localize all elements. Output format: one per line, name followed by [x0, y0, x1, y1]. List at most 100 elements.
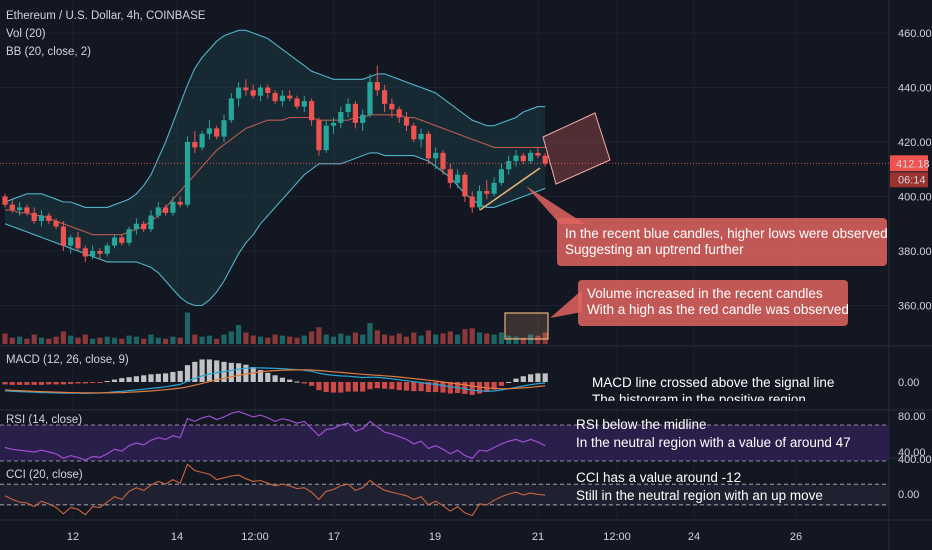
macd-hist-33: [243, 364, 249, 382]
candle-body-66: [484, 191, 490, 194]
macd-hist-40: [294, 381, 300, 383]
candle-body-35: [257, 87, 264, 96]
volume-bar-67: [491, 334, 497, 344]
candle-body-33: [243, 87, 249, 91]
candle-body-41: [301, 101, 307, 107]
macd-hist-26: [192, 361, 198, 382]
volume-bar-35: [257, 336, 264, 344]
macd-hist-65: [476, 382, 483, 394]
candle-body-0: [2, 196, 8, 205]
time-tick-2: 12:00: [241, 531, 269, 543]
volume-bar-46: [338, 333, 344, 344]
candle-body-56: [411, 125, 417, 140]
candle-body-25: [184, 142, 191, 205]
macd-hist-52: [382, 382, 388, 389]
candle-body-1: [9, 204, 15, 211]
volume-bar-65: [476, 332, 483, 344]
volume-bar-68: [498, 332, 504, 344]
volume-bar-54: [396, 333, 402, 344]
volume-bar-27: [199, 336, 205, 344]
macd-hist-0: [2, 382, 8, 385]
time-tick-1: 14: [171, 531, 183, 543]
volume-bar-48: [352, 332, 358, 344]
macd-hist-43: [316, 382, 322, 391]
volume-bar-29: [214, 338, 220, 344]
volume-bar-39: [287, 336, 293, 344]
volume-bar-11: [82, 334, 88, 344]
rsi-legend[interactable]: RSI (14, close): [6, 414, 83, 426]
cci-line: [4, 463, 546, 517]
macd-hist-67: [491, 382, 497, 390]
macd-hist-16: [119, 378, 125, 382]
time-tick-6: 12:00: [603, 531, 631, 543]
macd-hist-27: [199, 359, 205, 382]
candle-body-30: [221, 120, 227, 137]
volume-bar-74: [542, 332, 548, 344]
macd-hist-28: [206, 359, 212, 382]
macd-note-line-1: MACD line crossed above the signal line: [592, 375, 835, 390]
volume-bar-26: [192, 334, 198, 344]
macd-hist-18: [133, 376, 139, 382]
macd-hist-10: [75, 382, 81, 384]
volume-bar-20: [148, 334, 154, 344]
macd-signal-line: [4, 369, 546, 394]
macd-hist-61: [447, 382, 453, 394]
volume-bar-31: [228, 331, 234, 344]
volume-bar-60: [440, 333, 446, 344]
volume-bar-70: [513, 336, 519, 344]
macd-hist-49: [360, 382, 366, 392]
candle-body-48: [352, 103, 358, 123]
rsi-line: [4, 410, 546, 461]
cci-legend[interactable]: CCI (20, close): [6, 469, 83, 481]
volume-bar-34: [250, 335, 256, 344]
macd-hist-50: [367, 382, 373, 390]
candle-body-55: [403, 117, 410, 126]
volume-bar-10: [75, 337, 81, 344]
macd-hist-13: [97, 382, 103, 383]
volume-bar-50: [367, 323, 373, 344]
macd-hist-63: [462, 382, 468, 394]
macd-hist-25: [184, 365, 191, 382]
volume-bar-37: [272, 334, 278, 344]
macd-legend[interactable]: MACD (12, 26, close, 9): [6, 354, 129, 366]
macd-hist-9: [68, 382, 74, 384]
candle-body-64: [469, 196, 475, 208]
volume-legend[interactable]: Vol (20): [6, 28, 46, 40]
volume-bar-7: [53, 336, 59, 344]
symbol-title[interactable]: Ethereum / U.S. Dollar, 4h, COINBASE: [6, 10, 206, 22]
macd-hist-22: [163, 373, 169, 382]
candle-body-47: [345, 103, 351, 113]
volume-bar-5: [38, 337, 45, 344]
macd-hist-41: [301, 382, 307, 384]
candle-body-7: [53, 221, 59, 227]
bollinger-fill: [5, 30, 546, 306]
candle-body-5: [38, 215, 45, 222]
macd-hist-21: [155, 373, 161, 382]
candle-body-57: [418, 133, 424, 140]
volume-bar-1: [9, 337, 15, 344]
macd-hist-24: [177, 370, 183, 382]
candle-body-62: [455, 174, 461, 183]
macd-hist-64: [469, 382, 475, 395]
candle-body-31: [228, 98, 234, 121]
candle-body-61: [447, 169, 453, 183]
candle-body-59: [433, 152, 439, 159]
time-tick-5: 21: [532, 531, 544, 543]
bollinger-legend[interactable]: BB (20, close, 2): [6, 46, 92, 58]
volume-bar-66: [484, 333, 490, 344]
cci-tick-0: 400.00: [898, 454, 932, 466]
volume-bar-63: [462, 329, 468, 344]
candle-body-2: [17, 207, 23, 211]
candle-body-43: [316, 120, 322, 151]
macd-hist-58: [425, 382, 431, 393]
candles-note-line-1: In the recent blue candles, higher lows …: [565, 226, 888, 241]
higher-lows-trendline: [479, 167, 541, 211]
price-tick-3: 400.00: [898, 192, 932, 204]
volume-callout-pointer: [550, 290, 582, 318]
volume-bar-58: [425, 330, 431, 344]
last-price-label-bg: [890, 155, 928, 172]
countdown-label-bg: [890, 172, 928, 188]
macd-hist-66: [484, 382, 490, 393]
rsi-note-line-1: RSI below the midline: [576, 417, 707, 432]
